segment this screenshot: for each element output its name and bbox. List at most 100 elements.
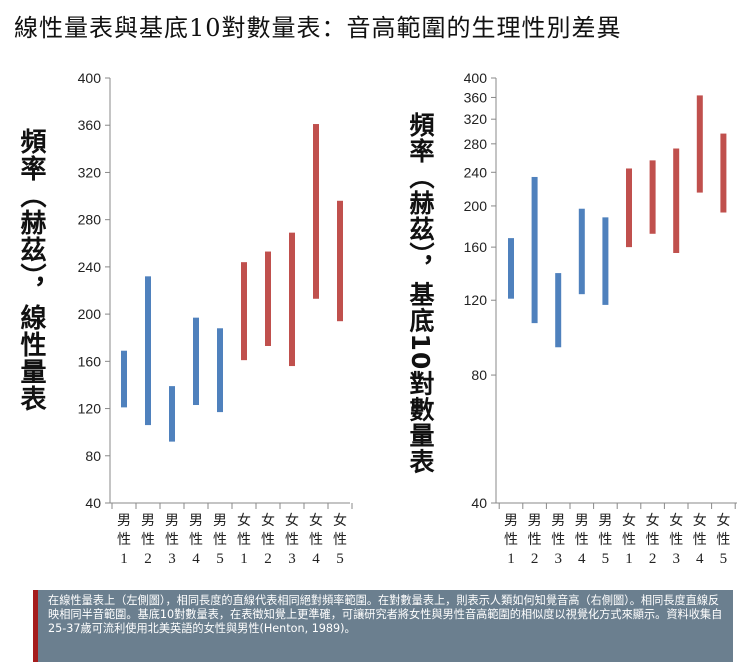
chart0-range-bar-5 xyxy=(217,328,223,413)
chart0-y-tick-label: 40 xyxy=(85,495,101,511)
chart0-category-label: 女 xyxy=(309,512,323,529)
chart0-range-bar-10 xyxy=(337,200,343,322)
linear-chart: 4080120160200240280320360400男性1男性2男性3男性4… xyxy=(78,70,353,567)
page-title: 線性量表與基底10對數量表：音高範圍的生理性別差異 xyxy=(14,14,622,42)
chart1-range-bar-6 xyxy=(626,168,632,248)
chart1-category-label: 性 xyxy=(693,532,707,548)
chart1-category-label: 男 xyxy=(528,513,542,529)
chart1-category-label: 性 xyxy=(575,532,589,548)
chart0-y-tick-label: 80 xyxy=(85,448,101,464)
chart0-category-label: 男 xyxy=(141,513,155,529)
chart0-category-label: 男 xyxy=(117,513,131,529)
chart1-range-bar-8 xyxy=(673,148,680,253)
chart0-category-label: 女 xyxy=(261,512,275,529)
chart1-category-label: 女 xyxy=(693,512,707,529)
chart1-range-bar-9 xyxy=(696,95,703,193)
chart0-category-label: 性 xyxy=(333,532,347,548)
chart0-category-label: 2 xyxy=(144,551,152,567)
chart0-category-label: 性 xyxy=(141,532,155,548)
chart0-category-label: 男 xyxy=(165,513,179,529)
chart1-range-bar-2 xyxy=(531,176,538,324)
chart0-category-label: 性 xyxy=(213,532,227,548)
chart1-y-tick-label: 160 xyxy=(464,239,488,255)
chart0-category-label: 性 xyxy=(261,532,275,548)
chart0-range-bar-2 xyxy=(145,276,151,426)
chart1-y-tick-label: 80 xyxy=(471,367,487,383)
chart1-y-tick-label: 240 xyxy=(464,164,488,180)
chart0-category-label: 1 xyxy=(120,551,128,567)
chart0-category-label: 女 xyxy=(333,512,347,529)
chart1-range-bar-7 xyxy=(649,160,656,234)
chart1-category-label: 女 xyxy=(646,512,660,529)
chart0-range-bar-3 xyxy=(169,386,175,442)
chart1-y-tick-label: 200 xyxy=(464,198,488,214)
chart1-category-label: 性 xyxy=(551,532,565,548)
chart1-range-bar-5 xyxy=(602,217,609,305)
chart0-y-tick-label: 320 xyxy=(78,164,102,180)
chart0-range-bar-6 xyxy=(241,262,247,361)
chart1-y-tick-label: 40 xyxy=(471,495,487,511)
chart1-category-label: 男 xyxy=(598,513,612,529)
chart1-y-tick-label: 120 xyxy=(464,292,488,308)
chart1-category-label: 女 xyxy=(622,512,636,529)
chart1-range-bar-3 xyxy=(555,273,562,348)
chart1-y-tick-label: 320 xyxy=(464,111,488,127)
chart1-category-label: 3 xyxy=(554,551,562,567)
y-axis-label-linear: 頻率（赫茲），線性量表 xyxy=(16,128,46,412)
chart0-range-bar-4 xyxy=(193,317,199,406)
chart0-y-tick-label: 360 xyxy=(78,117,102,133)
chart0-category-label: 性 xyxy=(309,532,323,548)
chart0-range-bar-7 xyxy=(265,251,271,346)
chart1-category-label: 2 xyxy=(649,551,657,567)
chart1-category-label: 3 xyxy=(672,551,680,567)
chart1-category-label: 性 xyxy=(598,532,612,548)
chart1-category-label: 性 xyxy=(716,532,730,548)
figure-caption: 在線性量表上（左側圖），相同長度的直線代表相同絕對頻率範圍。在對數量表上，則表示… xyxy=(33,590,733,662)
chart0-category-label: 3 xyxy=(168,551,176,567)
chart0-category-label: 4 xyxy=(192,551,200,567)
chart1-y-tick-label: 280 xyxy=(464,136,488,152)
chart1-category-label: 性 xyxy=(504,532,518,548)
chart0-y-tick-label: 400 xyxy=(78,70,102,86)
chart0-range-bar-9 xyxy=(313,124,319,299)
chart1-category-label: 5 xyxy=(602,551,610,567)
chart0-category-label: 男 xyxy=(213,513,227,529)
chart0-y-tick-label: 200 xyxy=(78,306,102,322)
chart0-y-tick-label: 120 xyxy=(78,401,102,417)
log-chart: 4080120160200240280320360400男性1男性2男性3男性4… xyxy=(464,70,737,567)
chart1-category-label: 4 xyxy=(578,551,586,567)
chart1-category-label: 女 xyxy=(669,512,683,529)
chart1-category-label: 男 xyxy=(504,513,518,529)
chart1-category-label: 1 xyxy=(507,551,515,567)
chart1-category-label: 4 xyxy=(696,551,704,567)
chart0-category-label: 性 xyxy=(237,532,251,548)
y-axis-label-log: 頻率（赫茲），基底10對數量表 xyxy=(406,112,435,475)
chart0-category-label: 女 xyxy=(285,512,299,529)
chart0-y-tick-label: 240 xyxy=(78,259,102,275)
chart0-category-label: 女 xyxy=(237,512,251,529)
chart1-category-label: 女 xyxy=(716,512,730,529)
chart1-category-label: 2 xyxy=(531,551,539,567)
chart0-category-label: 1 xyxy=(240,551,248,567)
chart0-category-label: 5 xyxy=(336,551,344,567)
chart0-range-bar-8 xyxy=(289,232,295,367)
chart1-category-label: 性 xyxy=(528,532,542,548)
chart1-category-label: 性 xyxy=(669,532,683,548)
chart1-range-bar-4 xyxy=(578,208,585,295)
chart1-category-label: 性 xyxy=(646,532,660,548)
chart1-category-label: 男 xyxy=(551,513,565,529)
chart0-category-label: 性 xyxy=(117,532,131,548)
chart0-category-label: 性 xyxy=(165,532,179,548)
chart1-category-label: 5 xyxy=(720,551,728,567)
chart1-y-tick-label: 360 xyxy=(464,89,488,105)
chart0-category-label: 性 xyxy=(285,532,299,548)
chart1-category-label: 性 xyxy=(622,532,636,548)
chart0-category-label: 男 xyxy=(189,513,203,529)
chart1-category-label: 1 xyxy=(625,551,633,567)
chart0-category-label: 2 xyxy=(264,551,272,567)
chart0-range-bar-1 xyxy=(121,350,127,408)
chart1-range-bar-10 xyxy=(720,133,727,213)
chart1-y-tick-label: 400 xyxy=(464,70,488,86)
chart0-y-tick-label: 280 xyxy=(78,212,102,228)
chart0-category-label: 4 xyxy=(312,551,320,567)
